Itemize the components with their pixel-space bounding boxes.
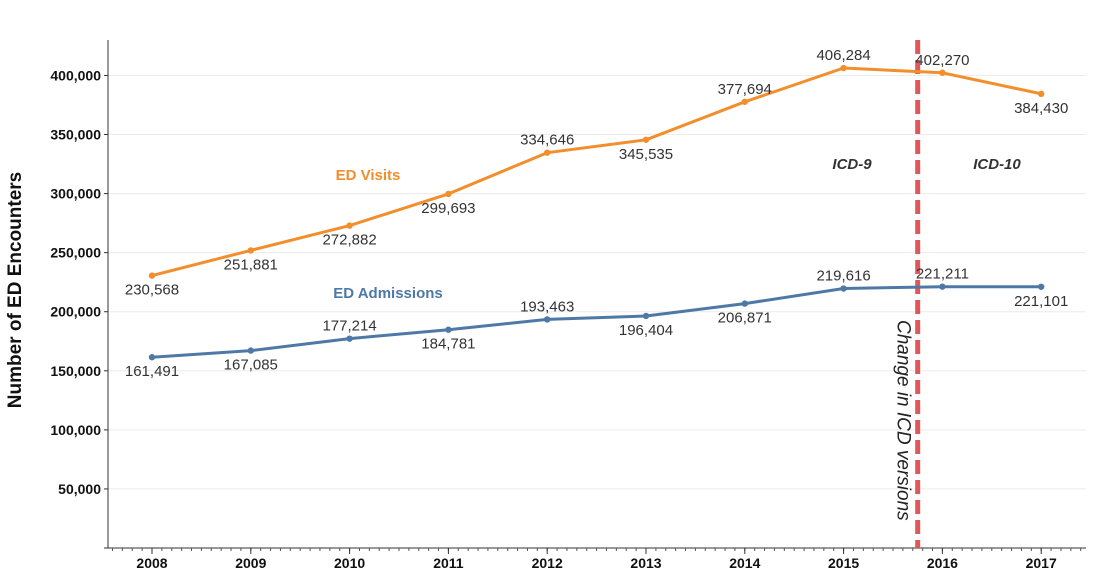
ed-visits-point: [939, 69, 946, 76]
series: [148, 64, 1045, 361]
y-tick-label: 250,000: [50, 245, 101, 261]
x-tick-label: 2009: [235, 555, 266, 571]
ed-admissions-point: [642, 312, 650, 320]
ed-visits-data-label: 251,881: [224, 256, 278, 273]
y-tick-label: 150,000: [50, 363, 101, 379]
ed-admissions-point: [247, 347, 254, 354]
x-tick-label: 2013: [630, 555, 661, 571]
ed-admissions-data-label: 161,491: [125, 363, 179, 380]
ed-visits-point: [741, 98, 748, 105]
ed-visits-point: [346, 222, 353, 229]
ed-admissions-point: [445, 326, 452, 333]
ed-admissions-data-label: 196,404: [619, 322, 673, 339]
ed-admissions-point: [741, 300, 748, 307]
ed-admissions-data-label: 221,101: [1014, 293, 1068, 310]
y-tick-label: 200,000: [50, 304, 101, 320]
ed-visits-data-label: 377,694: [718, 81, 772, 98]
ed-visits-line: [151, 66, 1042, 278]
ed-admissions-line: [151, 285, 1042, 359]
ed-visits-series-label: ED Visits: [336, 167, 401, 184]
ed-admissions-data-label: 184,781: [421, 336, 475, 353]
ed-visits-point: [1038, 90, 1045, 98]
ed-visits-data-label: 272,882: [322, 232, 376, 249]
x-tick-label: 2014: [729, 555, 760, 571]
ed-visits-data-label: 402,270: [915, 52, 969, 69]
ed-admissions-series-label: ED Admissions: [333, 285, 442, 302]
ed-admissions-point: [346, 335, 353, 342]
x-tick-label: 2012: [532, 555, 563, 571]
y-tick-label: 300,000: [50, 186, 101, 202]
x-tick-label: 2016: [927, 555, 958, 571]
ed-admissions-point: [840, 285, 847, 292]
ed-admissions-data-label: 177,214: [322, 318, 376, 335]
ed-admissions-data-label: 193,463: [520, 298, 574, 315]
gridlines: [108, 74, 1086, 490]
ed-visits-data-label: 406,284: [816, 47, 870, 64]
ed-visits-point: [840, 64, 847, 72]
ed-visits-data-label: 299,693: [421, 200, 475, 217]
x-tick-label: 2010: [334, 555, 365, 571]
ed-admissions-point: [939, 283, 946, 290]
x-tick-label: 2017: [1026, 555, 1057, 571]
ed-admissions-data-label: 221,211: [916, 266, 969, 283]
icd-change-label: Change in ICD versions: [893, 320, 914, 521]
x-tick-label: 2015: [828, 555, 859, 571]
y-axis-title: Number of ED Encounters: [5, 172, 26, 408]
ed-visits-point: [445, 190, 452, 198]
x-tick-label: 2011: [433, 555, 464, 571]
ed-visits-data-label: 230,568: [125, 282, 179, 299]
y-tick-label: 100,000: [50, 422, 101, 438]
ed-visits-data-label: 345,535: [619, 146, 673, 163]
ed-visits-point: [544, 149, 551, 156]
ed-admissions-point: [544, 316, 551, 323]
ed-admissions-point: [1038, 283, 1045, 290]
y-tick-label: 50,000: [58, 481, 101, 497]
ed-visits-point: [148, 272, 156, 279]
ed-admissions-data-label: 219,616: [816, 268, 870, 285]
ed-admissions-point: [148, 354, 156, 361]
ed-admissions-data-label: 167,085: [224, 357, 278, 374]
data-labels: 230,568 251,881 272,882 299,693 334,646 345,5…: [125, 47, 1068, 380]
icd-change-marker: Change in ICD versions ICD-9 ICD-10: [832, 40, 1021, 548]
axes: 50,000 100,000 150,000 200,000 250,000 300,00…: [50, 40, 1086, 571]
ed-admissions-data-label: 206,871: [718, 310, 772, 327]
ed-visits-point: [247, 247, 254, 254]
ed-visits-data-label: 334,646: [520, 132, 574, 149]
y-tick-label: 400,000: [50, 67, 101, 83]
icd10-label: ICD-10: [973, 156, 1021, 173]
ed-visits-data-label: 384,430: [1014, 100, 1068, 117]
ed-visits-point: [642, 136, 650, 143]
x-tick-label: 2008: [136, 555, 167, 571]
y-tick-label: 350,000: [50, 127, 101, 143]
icd9-label: ICD-9: [832, 156, 872, 173]
